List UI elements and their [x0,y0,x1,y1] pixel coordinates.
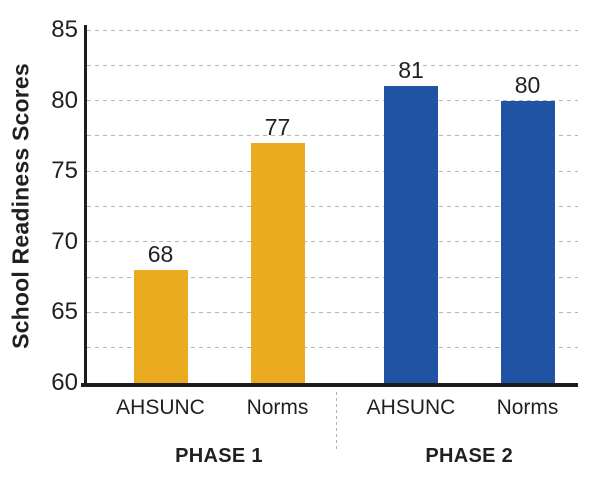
category-label: Norms [246,396,309,419]
bar-norms [500,100,555,383]
y-tick-label: 60 [51,369,78,396]
bar-value-label: 80 [514,71,541,98]
gridline [87,276,578,278]
bar-value-label: 81 [398,57,424,84]
category-label: AHSUNC [116,396,205,419]
x-axis-line [81,383,578,387]
bar-value-label: 77 [264,113,291,140]
gridline [87,29,578,31]
gridline [87,241,578,243]
category-label: AHSUNC [366,396,456,419]
y-tick-label: 65 [51,298,78,326]
bar-ahsunc [384,86,438,383]
y-tick-label: 85 [51,16,78,43]
gridline [87,64,578,66]
gridline [87,135,578,137]
phase-separator-line [336,392,337,452]
phase-label: PHASE 2 [425,445,514,467]
bar-value-label: 68 [147,241,174,268]
gridline [87,311,578,313]
phase-label: PHASE 1 [175,445,263,467]
bar-norms [250,142,305,383]
bar-ahsunc [133,270,188,383]
category-label: Norms [496,396,559,419]
y-tick-label: 80 [51,86,78,114]
y-axis-line [84,25,87,387]
y-tick-label: 75 [51,157,78,185]
gridline [87,100,578,102]
gridline [87,347,578,349]
gridline [87,206,578,207]
y-tick-label: 70 [51,227,78,255]
gridline [87,170,578,172]
